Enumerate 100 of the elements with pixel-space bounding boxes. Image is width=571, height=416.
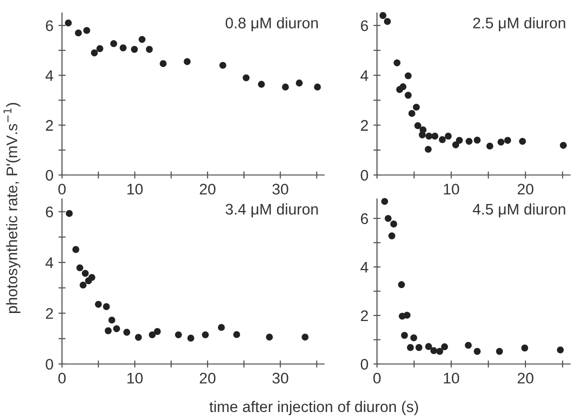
- x-axis-title: time after injection of diuron (s): [209, 400, 418, 416]
- point: [123, 328, 130, 336]
- point: [398, 281, 405, 288]
- point: [110, 40, 118, 48]
- x-tick-label: 20: [200, 184, 216, 195]
- point: [406, 344, 414, 351]
- point: [66, 210, 73, 217]
- y-tick-label: 6: [360, 20, 368, 32]
- annotation: 4.5 μM diuron: [472, 203, 566, 218]
- point: [218, 324, 225, 331]
- point: [404, 72, 412, 80]
- point: [184, 58, 191, 66]
- point: [138, 36, 146, 43]
- point: [76, 264, 84, 272]
- y-tick-label: 2: [46, 120, 53, 131]
- point: [104, 327, 112, 334]
- y-tick-label: 6: [46, 20, 53, 32]
- point: [390, 220, 398, 228]
- x-tick-label: 30: [272, 372, 288, 384]
- y-axis-title: photosynthetic rate, P'(mV.s$^{−1}$): [4, 102, 20, 314]
- y-tick-label: 4: [46, 70, 54, 81]
- x-tick-label: 10: [127, 184, 143, 195]
- y-tick-label: 4: [46, 257, 54, 268]
- point: [388, 232, 396, 240]
- y-tick-label: 6: [46, 206, 53, 218]
- annotation: 3.4 μM diuron: [226, 203, 318, 218]
- point: [452, 141, 460, 148]
- point: [187, 334, 194, 342]
- point: [497, 138, 504, 146]
- point: [113, 325, 120, 332]
- point: [425, 343, 432, 350]
- point: [521, 344, 528, 352]
- point: [258, 80, 265, 88]
- y-tick-label: 2: [360, 310, 368, 322]
- point: [74, 29, 82, 36]
- point: [466, 138, 473, 145]
- point: [436, 348, 444, 355]
- y-tick-label: 0: [360, 358, 368, 370]
- point: [108, 316, 116, 324]
- point: [400, 332, 408, 339]
- point: [556, 346, 564, 354]
- point: [408, 110, 416, 117]
- point: [474, 348, 481, 355]
- y-tick-label: 4: [360, 262, 368, 272]
- point: [404, 312, 411, 319]
- point: [496, 348, 503, 355]
- point: [414, 122, 422, 130]
- point: [96, 45, 104, 52]
- point: [266, 334, 273, 341]
- point: [282, 84, 289, 90]
- y-tick-label: 0: [360, 170, 368, 181]
- point: [456, 136, 463, 144]
- point: [464, 342, 472, 349]
- point: [219, 62, 226, 69]
- point: [430, 347, 438, 354]
- x-tick-label: 20: [518, 372, 534, 384]
- point: [444, 132, 452, 140]
- x-tick-label: 20: [200, 372, 216, 384]
- point: [384, 214, 392, 222]
- point: [83, 26, 90, 34]
- point: [379, 12, 386, 19]
- y-tick-label: 2: [360, 120, 368, 131]
- point: [424, 146, 432, 153]
- point: [519, 138, 526, 145]
- point: [410, 334, 418, 342]
- x-tick-label: 10: [444, 372, 460, 384]
- point: [120, 44, 127, 52]
- y-tick-label: 2: [46, 308, 53, 319]
- point: [148, 331, 156, 338]
- point: [64, 19, 72, 26]
- point: [90, 49, 98, 56]
- point: [233, 331, 240, 338]
- y-tick-label: 0: [46, 170, 54, 181]
- y-tick-label: 4: [360, 70, 368, 81]
- point: [72, 246, 80, 253]
- point: [82, 270, 89, 277]
- point: [404, 92, 412, 99]
- point: [384, 18, 391, 25]
- point: [441, 343, 448, 350]
- point: [400, 83, 406, 90]
- point: [134, 334, 142, 341]
- x-tick-label: 10: [127, 372, 143, 384]
- y-tick-label: 0: [46, 358, 54, 370]
- point: [160, 60, 167, 68]
- x-tick-label: 0: [373, 372, 381, 384]
- point: [296, 80, 303, 87]
- x-tick-label: 30: [272, 184, 288, 195]
- point: [302, 334, 309, 341]
- point: [412, 104, 420, 111]
- point: [381, 198, 388, 205]
- point: [415, 344, 422, 351]
- point: [314, 84, 321, 90]
- point: [174, 331, 182, 338]
- point: [474, 136, 481, 144]
- point: [394, 59, 401, 66]
- point: [418, 131, 426, 138]
- point: [80, 282, 87, 289]
- point: [202, 331, 209, 338]
- annotation: 0.8 μM diuron: [226, 17, 318, 32]
- point: [242, 74, 250, 82]
